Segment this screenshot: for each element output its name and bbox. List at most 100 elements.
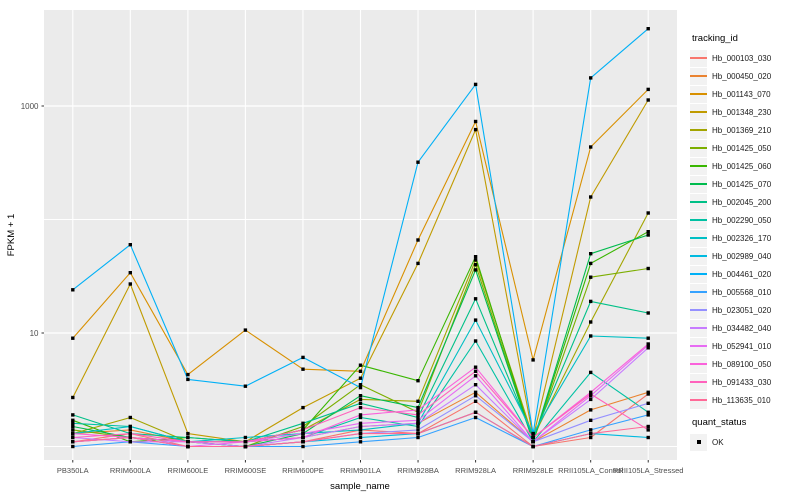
legend: tracking_id Hb_000103_030 Hb_000450_020 Hb…: [690, 33, 798, 451]
data-point: [243, 328, 248, 332]
data-point: [473, 394, 478, 398]
legend-key-box: [690, 49, 707, 67]
legend-item-label: Hb_005568_010: [712, 287, 772, 297]
data-point: [589, 408, 593, 412]
data-point: [243, 440, 248, 444]
legend-item-label: Hb_001425_050: [712, 143, 772, 153]
data-point: [416, 405, 420, 410]
data-point: [473, 297, 478, 301]
legend-key-box: [690, 67, 707, 85]
data-point: [589, 394, 593, 398]
data-point: [589, 397, 593, 402]
legend-key-line-icon: [690, 399, 707, 401]
data-point: [473, 82, 478, 87]
legend-item-label: Hb_001143_070: [712, 89, 771, 99]
data-point: [243, 435, 248, 440]
data-point: [71, 424, 75, 429]
legend-item-Hb_001369_210: Hb_001369_210: [690, 121, 798, 139]
data-point: [186, 431, 190, 436]
data-point: [416, 421, 420, 425]
data-point: [128, 424, 132, 429]
data-point: [301, 440, 305, 444]
legend-key-line-icon: [690, 327, 707, 329]
legend-item-Hb_113635_010: Hb_113635_010: [690, 391, 798, 409]
data-point: [646, 424, 650, 429]
x-tick-label: PB350LA: [57, 466, 89, 475]
data-point: [301, 355, 305, 360]
data-point: [589, 320, 593, 324]
ok-point-icon: [696, 440, 701, 444]
data-point: [416, 418, 420, 422]
data-point: [301, 405, 305, 410]
data-point: [646, 390, 650, 394]
data-point: [358, 394, 363, 398]
legend-item-label: Hb_001348_230: [712, 107, 772, 117]
legend-item-label: Hb_001425_070: [712, 179, 772, 189]
x-tick-label: RRIM901LA: [340, 466, 381, 475]
legend-item-label: Hb_000103_030: [712, 53, 772, 63]
legend-key-box: [690, 433, 707, 451]
data-point: [358, 431, 363, 436]
data-point: [358, 405, 363, 410]
legend-item-label: Hb_001369_210: [712, 125, 772, 135]
series-points-Hb_001143_070: [71, 87, 650, 377]
legend-item-Hb_001348_230: Hb_001348_230: [690, 103, 798, 121]
legend-key-box: [690, 337, 707, 355]
data-point: [531, 435, 535, 440]
data-point: [646, 428, 650, 432]
legend-item-Hb_002989_040: Hb_002989_040: [690, 247, 798, 265]
legend-title-tracking-id: tracking_id: [692, 33, 738, 44]
data-point: [416, 415, 420, 420]
legend-key-box: [690, 175, 707, 193]
legend-key-line-icon: [690, 381, 707, 383]
data-point: [416, 238, 420, 242]
data-point: [646, 413, 650, 417]
legend-item-label: Hb_002989_040: [712, 251, 772, 261]
x-tick-label: RRIM600LE: [167, 466, 208, 475]
data-point: [646, 346, 650, 350]
data-point: [531, 440, 535, 444]
legend-key-line-icon: [690, 219, 707, 221]
data-point: [473, 127, 478, 132]
legend-key-line-icon: [690, 291, 707, 293]
legend-key-line-icon: [690, 237, 707, 239]
legend-key-line-icon: [690, 129, 707, 131]
data-point: [358, 424, 363, 429]
legend-key-box: [690, 85, 707, 103]
data-point: [473, 369, 478, 373]
data-point: [589, 252, 593, 256]
legend-item-Hb_000103_030: Hb_000103_030: [690, 49, 798, 67]
data-point: [358, 397, 363, 402]
data-point: [358, 440, 363, 444]
legend-key-box: [690, 355, 707, 373]
legend-item-label: Hb_034482_040: [712, 323, 772, 333]
data-point: [358, 376, 363, 380]
data-point: [301, 444, 305, 449]
data-point: [416, 413, 420, 417]
data-point: [473, 119, 478, 124]
data-point: [301, 428, 305, 432]
data-point: [646, 27, 650, 31]
data-point: [358, 401, 363, 405]
legend-item-label: Hb_000450_020: [712, 71, 772, 81]
data-point: [71, 336, 75, 340]
data-point: [589, 334, 593, 338]
legend-item-Hb_001143_070: Hb_001143_070: [690, 85, 798, 103]
legend-item-Hb_023051_020: Hb_023051_020: [690, 301, 798, 319]
data-point: [589, 431, 593, 436]
data-point: [416, 431, 420, 436]
legend-key-box: [690, 391, 707, 409]
data-point: [358, 413, 363, 417]
data-point: [71, 428, 75, 432]
data-point: [71, 431, 75, 436]
data-point: [186, 377, 190, 382]
legend-item-label: Hb_001425_060: [712, 161, 772, 171]
legend-key-box: [690, 103, 707, 121]
data-point: [128, 271, 132, 275]
legend-key-box: [690, 301, 707, 319]
data-point: [646, 98, 650, 102]
legend-key-box: [690, 373, 707, 391]
legend-item-label: Hb_089100_050: [712, 359, 772, 369]
legend-item-Hb_001425_050: Hb_001425_050: [690, 139, 798, 157]
